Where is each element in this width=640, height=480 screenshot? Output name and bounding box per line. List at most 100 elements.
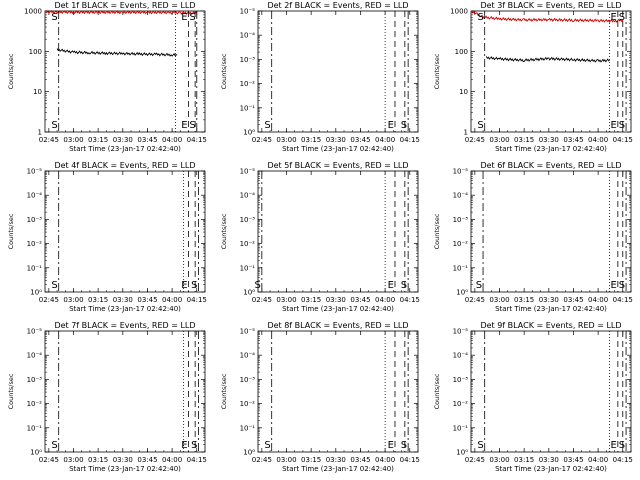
x-tick-label: 04:15: [187, 136, 207, 144]
x-axis-label: Start Time (23-Jan-17 02:42:40): [282, 465, 394, 473]
y-tick-label: 10⁻⁵: [453, 168, 469, 176]
x-tick-label: 03:45: [563, 136, 583, 144]
time-marker-label: S: [619, 120, 625, 131]
time-marker-label: E: [388, 120, 394, 131]
chart-title: Det 4f BLACK = Events, RED = LLD: [54, 161, 195, 170]
axes-frame: [44, 170, 206, 293]
y-tick-label: 10⁻⁴: [240, 192, 256, 200]
x-tick-label: 04:15: [613, 136, 633, 144]
y-tick-label: 10⁻³: [453, 216, 469, 224]
x-tick-label: 02:45: [39, 456, 59, 464]
y-tick-label: 10: [459, 88, 468, 96]
x-tick-label: 04:15: [400, 456, 420, 464]
time-marker-label: E: [611, 280, 617, 291]
time-marker-label: E: [611, 440, 617, 451]
chart-title: Det 1f BLACK = Events, RED = LLD: [54, 1, 195, 10]
time-marker-label: S: [191, 280, 197, 291]
x-tick-label: 03:00: [276, 136, 296, 144]
y-tick-label: 10⁻³: [240, 56, 256, 64]
x-tick-label: 03:30: [113, 296, 133, 304]
chart-title: Det 2f BLACK = Events, RED = LLD: [267, 1, 408, 10]
time-marker-label: E: [181, 280, 187, 291]
axes-frame: [470, 10, 632, 133]
time-marker-label: S: [189, 12, 195, 23]
x-tick-label: 03:15: [88, 456, 108, 464]
time-marker-label: S: [619, 280, 625, 291]
time-marker-label: S: [477, 440, 483, 451]
x-tick-label: 03:15: [514, 456, 534, 464]
chart-title: Det 9f BLACK = Events, RED = LLD: [480, 321, 621, 330]
x-tick-label: 03:00: [489, 456, 509, 464]
time-marker-label: S: [401, 120, 407, 131]
x-tick-label: 03:15: [514, 136, 534, 144]
y-tick-label: 10⁻²: [453, 240, 469, 248]
y-tick-label: 10⁻⁴: [240, 352, 256, 360]
series-line-events: [56, 48, 178, 57]
y-tick-label: 1: [38, 129, 42, 137]
detector-panel-7: Det 7f BLACK = Events, RED = LLD Counts/s…: [0, 320, 213, 480]
x-tick-label: 03:30: [326, 296, 346, 304]
x-axis-label: Start Time (23-Jan-17 02:42:40): [282, 145, 394, 153]
time-marker-label: S: [51, 440, 57, 451]
time-marker-label: S: [191, 440, 197, 451]
detector-panel-9: Det 9f BLACK = Events, RED = LLD Counts/s…: [426, 320, 639, 480]
time-marker-label: S: [189, 120, 195, 131]
series-line-lld: [470, 10, 624, 23]
time-marker-label: E: [611, 120, 617, 131]
y-tick-label: 10⁻⁴: [27, 192, 43, 200]
chart-svg: Det 9f BLACK = Events, RED = LLD Counts/s…: [433, 321, 633, 473]
y-tick-label: 10⁻¹: [27, 424, 43, 432]
x-tick-label: 04:00: [375, 136, 395, 144]
y-tick-label: 1000: [24, 8, 42, 16]
y-axis-label: Counts/sec: [220, 373, 228, 409]
time-marker-label: S: [51, 120, 57, 131]
x-tick-label: 04:15: [400, 296, 420, 304]
detector-panel-2: Det 2f BLACK = Events, RED = LLD Counts/s…: [213, 0, 426, 160]
x-tick-label: 02:45: [465, 296, 485, 304]
y-axis-label: Counts/sec: [433, 53, 441, 89]
chart-svg: Det 3f BLACK = Events, RED = LLD Counts/s…: [433, 1, 633, 153]
chart-title: Det 3f BLACK = Events, RED = LLD: [480, 1, 621, 10]
chart-title: Det 8f BLACK = Events, RED = LLD: [267, 321, 408, 330]
y-tick-label: 10⁰: [243, 449, 255, 457]
x-tick-label: 03:45: [350, 296, 370, 304]
axes-frame: [257, 170, 419, 293]
axes-frame: [470, 330, 632, 453]
y-tick-label: 10⁻²: [240, 80, 256, 88]
y-tick-label: 10⁻³: [240, 216, 256, 224]
chart-svg: Det 8f BLACK = Events, RED = LLD Counts/s…: [220, 321, 420, 473]
time-marker-label: E: [181, 440, 187, 451]
y-axis-label: Counts/sec: [220, 53, 228, 89]
time-marker-label: S: [401, 280, 407, 291]
time-marker-label: S: [401, 440, 407, 451]
time-marker-label: S: [264, 120, 270, 131]
y-tick-label: 100: [29, 48, 42, 56]
time-marker-label: E: [611, 12, 617, 23]
y-axis-label: Counts/sec: [433, 213, 441, 249]
y-tick-label: 10⁻¹: [27, 264, 43, 272]
y-tick-label: 10⁰: [456, 289, 468, 297]
detector-panel-8: Det 8f BLACK = Events, RED = LLD Counts/s…: [213, 320, 426, 480]
y-tick-label: 10⁻³: [27, 216, 43, 224]
x-axis-label: Start Time (23-Jan-17 02:42:40): [69, 465, 181, 473]
y-tick-label: 10⁻¹: [453, 264, 469, 272]
x-tick-label: 03:30: [113, 136, 133, 144]
x-tick-label: 03:30: [539, 456, 559, 464]
x-tick-label: 02:45: [465, 456, 485, 464]
time-marker-label: E: [388, 280, 394, 291]
y-tick-label: 10⁻⁵: [453, 328, 469, 336]
axes-frame: [44, 330, 206, 453]
chart-svg: Det 5f BLACK = Events, RED = LLD Counts/s…: [220, 161, 420, 313]
x-tick-label: 04:15: [613, 456, 633, 464]
time-marker-label: S: [254, 280, 260, 291]
time-marker-label: S: [264, 440, 270, 451]
x-tick-label: 03:00: [63, 456, 83, 464]
axes-frame: [44, 10, 206, 133]
x-tick-label: 04:00: [588, 296, 608, 304]
x-tick-label: 04:00: [162, 456, 182, 464]
x-tick-label: 04:00: [162, 136, 182, 144]
y-tick-label: 10⁻⁴: [453, 192, 469, 200]
x-tick-label: 03:45: [350, 456, 370, 464]
x-axis-label: Start Time (23-Jan-17 02:42:40): [282, 305, 394, 313]
x-tick-label: 03:45: [137, 136, 157, 144]
